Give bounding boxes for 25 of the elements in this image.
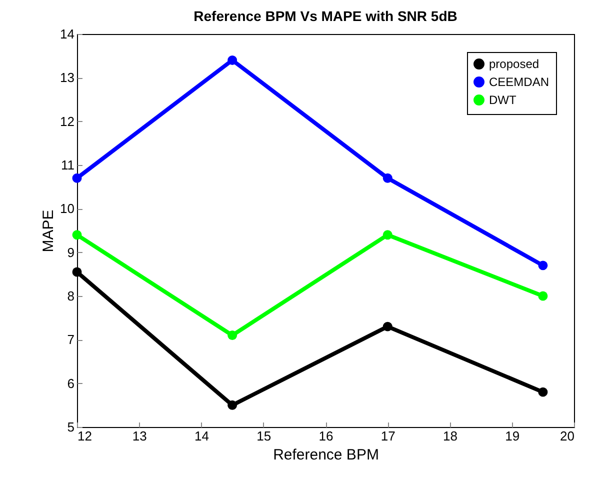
x-tick-label: 17 bbox=[380, 428, 396, 444]
x-tick-label: 19 bbox=[505, 428, 520, 444]
y-tick-label: 5 bbox=[67, 420, 74, 434]
y-tick-label: 14 bbox=[60, 26, 74, 42]
x-tick-label: 18 bbox=[443, 428, 458, 444]
y-tick-label: 13 bbox=[60, 70, 74, 86]
x-tick-label: 13 bbox=[132, 428, 147, 444]
x-axis-title: Reference BPM bbox=[273, 446, 379, 464]
x-tick-label: 16 bbox=[318, 428, 334, 444]
legend-label: CEEMDAN bbox=[489, 75, 550, 89]
x-tick-label: 20 bbox=[560, 428, 574, 444]
y-tick-label: 6 bbox=[67, 376, 74, 391]
y-tick-label: 10 bbox=[60, 201, 74, 216]
y-tick-label: 9 bbox=[67, 244, 74, 260]
chart-title: Reference BPM Vs MAPE with SNR 5dB bbox=[194, 8, 458, 24]
y-tick-label: 7 bbox=[67, 332, 74, 348]
legend-label: DWT bbox=[489, 93, 517, 107]
x-tick-label: 12 bbox=[78, 428, 92, 444]
x-tick-label: 15 bbox=[256, 428, 272, 444]
y-tick-label: 8 bbox=[67, 288, 74, 304]
x-tick-label: 14 bbox=[194, 428, 209, 444]
y-tick-label: 12 bbox=[60, 114, 74, 129]
y-tick-label: 11 bbox=[61, 158, 74, 172]
legend-label: proposed bbox=[489, 57, 540, 71]
y-axis-title: MAPE bbox=[40, 210, 58, 252]
